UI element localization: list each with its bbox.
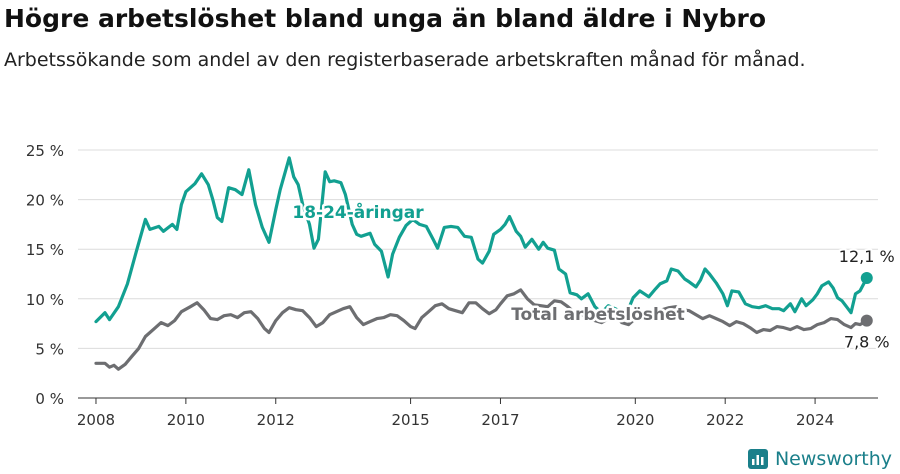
y-axis-ticks: 0 % 5 % 10 % 15 % 20 % 25 % bbox=[26, 142, 64, 408]
x-tick-label: 2022 bbox=[706, 411, 744, 429]
y-tick-label: 25 % bbox=[26, 142, 64, 160]
x-tick-label: 2008 bbox=[77, 411, 115, 429]
series-name-label: 18-24-åringar bbox=[292, 201, 424, 223]
x-tick-label: 2017 bbox=[481, 411, 519, 429]
x-tick-label: 2010 bbox=[167, 411, 205, 429]
x-axis-ticks: 2008 2010 2012 2015 2017 2020 2022 2024 bbox=[77, 398, 834, 429]
x-tick-label: 2020 bbox=[616, 411, 654, 429]
chart-labels: 18-24-åringar Total arbetslöshet 12,1 % 7,8… bbox=[290, 199, 897, 354]
newsworthy-logo-icon bbox=[747, 449, 768, 469]
page-title: Högre arbetslöshet bland unga än bland ä… bbox=[4, 4, 767, 33]
series-end-point bbox=[860, 314, 873, 327]
series-name-label: Total arbetslöshet bbox=[511, 305, 685, 325]
series-end-value-label: 12,1 % bbox=[839, 247, 895, 266]
x-tick-label: 2024 bbox=[796, 411, 834, 429]
series-end-value-label: 7,8 % bbox=[844, 333, 890, 352]
page-subtitle: Arbetssökande som andel av den registerb… bbox=[4, 49, 806, 71]
y-tick-label: 0 % bbox=[35, 390, 64, 408]
x-tick-label: 2012 bbox=[257, 411, 295, 429]
series-end-point bbox=[860, 271, 873, 284]
brand-name: Newsworthy bbox=[774, 448, 892, 470]
x-tick-label: 2015 bbox=[391, 411, 429, 429]
y-tick-label: 10 % bbox=[26, 291, 64, 309]
y-tick-label: 15 % bbox=[26, 241, 64, 259]
chart-series bbox=[94, 156, 873, 371]
brand-logo: Newsworthy bbox=[747, 448, 892, 470]
y-tick-label: 5 % bbox=[35, 340, 64, 358]
series-line-youth bbox=[94, 156, 869, 324]
y-tick-label: 20 % bbox=[26, 192, 64, 210]
series-line-total bbox=[94, 288, 869, 371]
